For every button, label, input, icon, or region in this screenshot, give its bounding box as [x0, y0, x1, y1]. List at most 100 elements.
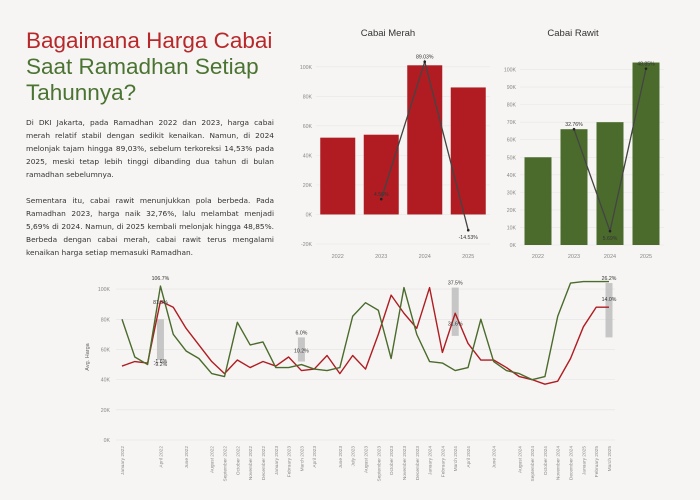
- headline: Bagaimana Harga Cabai Saat Ramadhan Seti…: [26, 28, 296, 106]
- chart-cabai-merah: Cabai Merah -20K 0K 20K 40K 60K 80K 100K 2022 202…: [300, 28, 490, 260]
- x-tick-label: December 2022: [261, 446, 267, 480]
- growth-point: [466, 228, 470, 232]
- y-tick-label: 0K: [510, 243, 517, 249]
- x-tick-label: September 2024: [530, 446, 536, 482]
- ramadhan-highlight: [297, 337, 305, 362]
- y-tick-label: 80K: [507, 103, 517, 109]
- x-tick-label: July 2023: [351, 446, 357, 467]
- y-tick-label: 60K: [507, 138, 517, 144]
- growth-point: [644, 67, 648, 70]
- y-tick-label: 40K: [101, 378, 111, 384]
- ramadhan-highlight: [451, 287, 459, 336]
- growth-label: 48.85%: [637, 62, 655, 68]
- headline-line-1: Bagaimana Harga Cabai: [26, 28, 273, 53]
- x-tick-label: 2022: [332, 254, 344, 260]
- y-tick-label: 40K: [303, 153, 313, 159]
- x-tick-label: February 2024: [440, 446, 446, 478]
- growth-annotation: 10.2%: [294, 348, 309, 354]
- headline-line-3: Tahunnya?: [26, 80, 137, 105]
- x-tick-label: 2023: [375, 254, 387, 260]
- growth-label: 4.56%: [374, 192, 389, 198]
- x-tick-label: January 2024: [428, 446, 434, 475]
- y-axis-label: Avg. Harga: [85, 342, 91, 370]
- y-tick-label: 60K: [303, 124, 313, 130]
- growth-annotation: 26.2%: [602, 276, 617, 282]
- x-tick-label: 2022: [532, 254, 544, 260]
- rawit-bar-2025: [632, 62, 660, 246]
- growth-point: [608, 229, 612, 233]
- x-tick-label: March 2024: [453, 446, 459, 472]
- x-tick-label: September 2023: [376, 446, 382, 482]
- x-tick-label: January 2022: [120, 446, 126, 475]
- x-tick-label: 2024: [604, 254, 616, 260]
- y-tick-label: 50K: [507, 155, 517, 161]
- series-line-merah: [121, 286, 609, 385]
- y-tick-label: 100K: [98, 287, 111, 293]
- growth-label: 32.76%: [565, 122, 583, 128]
- merah-bar-2022: [320, 137, 356, 215]
- x-tick-label: October 2024: [543, 446, 549, 475]
- x-tick-label: January 2023: [274, 446, 280, 475]
- x-tick-label: 2023: [568, 254, 580, 260]
- rawit-bar-2022: [524, 157, 552, 245]
- ramadhan-highlight: [605, 283, 613, 338]
- x-tick-label: March 2023: [299, 446, 305, 472]
- x-tick-label: November 2023: [402, 446, 408, 480]
- x-tick-label: 2025: [640, 254, 652, 260]
- growth-point: [379, 197, 383, 201]
- growth-annotation: -1.6%: [154, 359, 168, 365]
- y-tick-label: 20K: [507, 208, 517, 214]
- x-tick-label: April 2023: [312, 446, 318, 468]
- x-tick-label: April 2024: [466, 446, 472, 468]
- growth-label: 5.69%: [603, 236, 618, 242]
- growth-annotation: -9.2%: [154, 362, 168, 368]
- y-tick-label: 20K: [303, 183, 313, 189]
- y-tick-label: 80K: [101, 317, 111, 323]
- x-tick-label: March 2025: [607, 446, 613, 472]
- y-tick-label: 40K: [507, 173, 517, 179]
- rawit-title: Cabai Rawit: [547, 28, 599, 39]
- y-tick-label: 20K: [101, 408, 111, 414]
- y-tick-label: 100K: [300, 65, 313, 71]
- y-tick-label: 0K: [306, 212, 313, 218]
- ramadhan-highlight: [156, 319, 164, 361]
- x-tick-label: April 2022: [158, 446, 164, 468]
- x-tick-label: June 2024: [492, 446, 498, 469]
- rawit-bar-2024: [596, 122, 624, 245]
- chart-cabai-rawit: Cabai Rawit 0K 10K 20K 30K 40K 50K 60K 70K 80K 90K…: [504, 28, 664, 260]
- headline-line-2: Saat Ramadhan Setiap: [26, 54, 259, 79]
- paragraph-cabai-merah: Di DKI Jakarta, pada Ramadhan 2022 dan 2…: [26, 118, 274, 179]
- x-tick-label: August 2022: [210, 446, 216, 473]
- y-tick-label: 30K: [507, 190, 517, 196]
- y-tick-label: 60K: [101, 347, 111, 353]
- y-tick-label: -20K: [301, 242, 312, 248]
- x-tick-label: November 2024: [556, 446, 562, 480]
- series-line-rawit: [121, 280, 609, 381]
- y-tick-label: 70K: [507, 120, 517, 126]
- merah-bar-2023: [363, 134, 399, 215]
- growth-annotation: 81.3%: [153, 300, 168, 306]
- growth-point: [423, 60, 427, 64]
- x-tick-label: June 2022: [184, 446, 190, 469]
- y-tick-label: 10K: [507, 225, 517, 231]
- growth-annotation: 14.0%: [602, 297, 617, 303]
- growth-annotation: 106.7%: [152, 276, 170, 282]
- merah-bar-2025: [450, 87, 486, 215]
- growth-annotation: 37.5%: [448, 281, 463, 287]
- x-tick-label: November 2022: [248, 446, 254, 480]
- x-tick-label: February 2023: [287, 446, 293, 478]
- x-tick-label: October 2022: [235, 446, 241, 475]
- x-tick-label: August 2024: [517, 446, 523, 473]
- growth-point: [572, 127, 576, 131]
- y-tick-label: 90K: [507, 85, 517, 91]
- x-tick-label: October 2023: [389, 446, 395, 475]
- growth-annotation: 6.0%: [296, 330, 308, 336]
- merah-bar-2024: [407, 65, 443, 215]
- merah-title: Cabai Merah: [361, 28, 415, 39]
- x-tick-label: February 2025: [594, 446, 600, 478]
- x-tick-label: September 2022: [223, 446, 229, 482]
- paragraph-cabai-rawit: Sementara itu, cabai rawit menunjukkan p…: [26, 196, 274, 257]
- x-tick-label: 2025: [462, 254, 474, 260]
- y-tick-label: 100K: [504, 68, 517, 74]
- growth-annotation: 31.6%: [448, 321, 463, 327]
